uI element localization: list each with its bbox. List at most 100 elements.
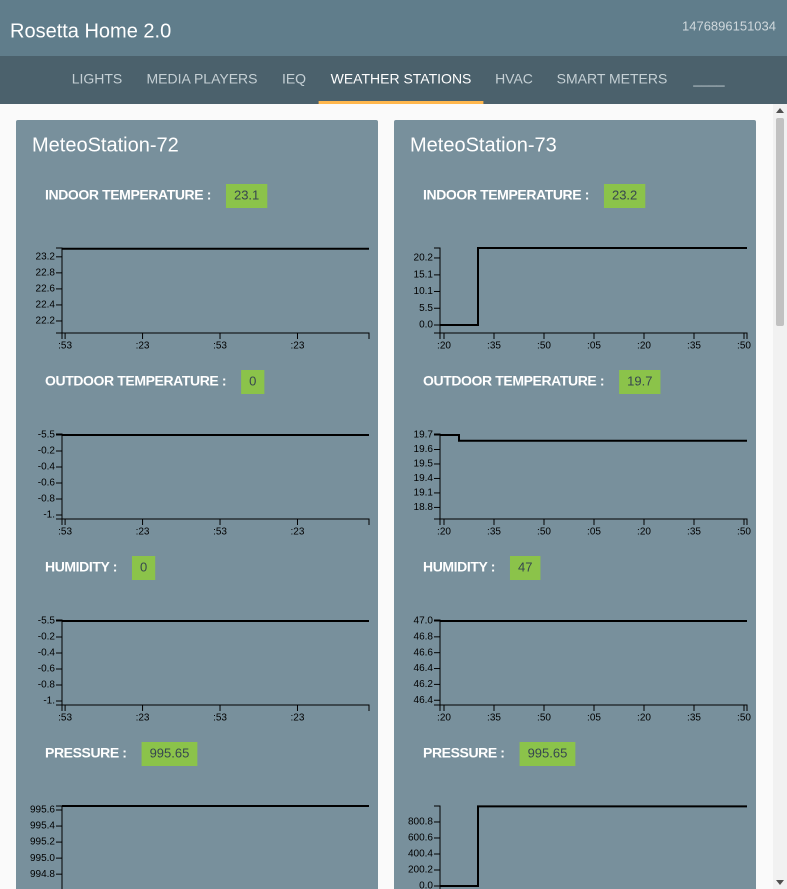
tab[interactable]: IEQ [282, 71, 306, 87]
y-tick-label: 22.8 [36, 267, 56, 278]
x-axis [61, 332, 370, 339]
y-tick-label: 46.2 [414, 679, 434, 690]
scroll-down[interactable] [776, 880, 784, 885]
x-tick-label: :20 [437, 713, 451, 724]
x-tick-label: :50 [737, 713, 751, 724]
metric-label: INDOOR TEMPERATURE : [45, 187, 211, 203]
metric-label: PRESSURE : [45, 745, 127, 761]
x-tick-label: :23 [136, 341, 150, 352]
value-badge [141, 742, 198, 766]
x-tick-label: :50 [537, 341, 551, 352]
y-tick-label: -5.5 [38, 430, 56, 441]
y-axis [56, 619, 63, 706]
value-badge [619, 370, 661, 394]
cards: MeteoStation-72 INDOOR TEMPERATURE : 23.1 2… [16, 120, 756, 889]
y-axis [434, 805, 441, 889]
metric-value: 47 [518, 559, 532, 574]
x-tick-label: :35 [687, 527, 701, 538]
y-axis [434, 619, 441, 706]
x-tick-label: :20 [637, 713, 651, 724]
y-axis [56, 247, 63, 334]
data-line [440, 805, 747, 887]
y-tick-label: -0.8 [38, 680, 56, 691]
y-tick-label: 5.5 [419, 303, 433, 314]
y-tick-label: 15.1 [414, 270, 434, 281]
y-tick-label: 994.8 [30, 869, 55, 880]
metric-label: HUMIDITY : [45, 559, 117, 575]
x-tick-label: :50 [537, 713, 551, 724]
x-tick-label: :20 [637, 527, 651, 538]
x-tick-label: :35 [687, 341, 701, 352]
scroll-up[interactable] [776, 108, 784, 113]
y-tick-label: 995.4 [30, 821, 55, 832]
x-axis [61, 704, 370, 711]
y-tick-label: 47.0 [414, 616, 434, 627]
x-tick-label: :53 [213, 713, 227, 724]
station-name: MeteoStation-72 [32, 134, 179, 156]
x-tick-label: :50 [737, 527, 751, 538]
y-tick-label: 46.6 [414, 647, 434, 658]
x-tick-label: :20 [437, 527, 451, 538]
metric-label: HUMIDITY : [423, 559, 495, 575]
y-tick-label: -0.6 [38, 664, 56, 675]
y-tick-label: -0.4 [38, 462, 56, 473]
scrollbar-thumb[interactable] [776, 118, 784, 326]
x-tick-label: :53 [213, 341, 227, 352]
y-tick-label: -0.4 [38, 648, 56, 659]
x-tick-label: :23 [136, 713, 150, 724]
y-tick-label: 19.1 [414, 488, 434, 499]
metric-label: OUTDOOR TEMPERATURE : [45, 373, 226, 389]
x-tick-label: :35 [487, 713, 501, 724]
x-tick-label: :53 [58, 341, 72, 352]
y-tick-label: 46.8 [414, 631, 434, 642]
x-tick-label: :53 [213, 527, 227, 538]
y-tick-label: -0.8 [38, 494, 56, 505]
y-tick-label: 18.8 [414, 502, 434, 513]
y-axis [434, 433, 441, 520]
metric-value: 19.7 [627, 373, 652, 388]
y-tick-label: -1. [43, 510, 55, 521]
y-tick-label: -0.2 [38, 446, 56, 457]
y-tick-label: -0.2 [38, 632, 56, 643]
x-tick-label: :35 [487, 341, 501, 352]
value-badge [241, 370, 265, 394]
y-tick-label: 800.8 [408, 817, 433, 828]
y-tick-label: 22.6 [36, 284, 56, 295]
value-badge [131, 556, 156, 580]
data-line [440, 434, 747, 442]
y-tick-label: 46.4 [414, 695, 434, 706]
app-title: Rosetta Home 2.0 [10, 20, 171, 42]
tab[interactable]: ____ [692, 71, 724, 87]
tab[interactable]: LIGHTS [72, 71, 123, 87]
y-axis [434, 247, 441, 334]
y-tick-label: 19.5 [414, 459, 434, 470]
y-tick-label: 400.4 [408, 849, 433, 860]
x-tick-label: :05 [587, 527, 601, 538]
data-line [440, 247, 747, 327]
y-tick-label: 19.6 [414, 444, 434, 455]
x-tick-label: :20 [437, 341, 451, 352]
station-name: MeteoStation-73 [410, 134, 557, 156]
tab[interactable]: WEATHER STATIONS [331, 71, 472, 87]
tab[interactable]: SMART METERS [557, 71, 668, 87]
timestamp: 1476896151034 [682, 18, 776, 33]
metric-value: 23.1 [234, 187, 259, 202]
station-card [16, 120, 378, 889]
tab[interactable]: MEDIA PLAYERS [146, 71, 257, 87]
metric-value: 0 [140, 559, 147, 574]
y-tick-label: 995.0 [30, 853, 55, 864]
value-badge [225, 184, 268, 208]
metric-label: INDOOR TEMPERATURE : [423, 187, 589, 203]
metric-value: 995.65 [150, 745, 190, 760]
y-tick-label: -5.5 [38, 616, 56, 627]
y-tick-label: 20.2 [414, 253, 434, 264]
value-badge [519, 742, 576, 766]
x-tick-label: :05 [587, 713, 601, 724]
tab-bar [0, 56, 787, 104]
x-tick-label: :23 [291, 341, 305, 352]
tab[interactable]: HVAC [495, 71, 533, 87]
metric-value: 995.65 [528, 745, 568, 760]
station-card [394, 120, 756, 889]
